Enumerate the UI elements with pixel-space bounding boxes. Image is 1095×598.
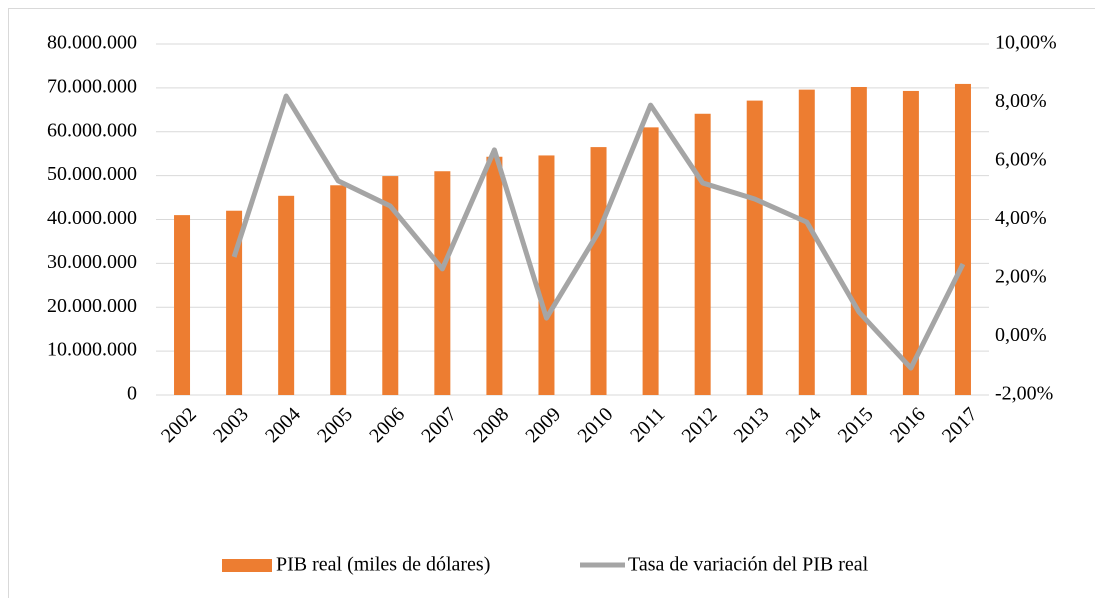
bar: [746, 100, 763, 395]
x-tick-label: 2016: [886, 403, 930, 447]
x-tick-label: 2003: [209, 403, 253, 447]
bar: [382, 176, 399, 395]
x-tick-label: 2017: [938, 403, 982, 447]
legend-label: Tasa de variación del PIB real: [628, 554, 869, 576]
x-tick-label: 2014: [782, 403, 826, 447]
bar: [850, 86, 867, 395]
y2-tick-label: 0,00%: [995, 324, 1047, 346]
bar: [694, 113, 711, 395]
bar: [434, 171, 451, 395]
x-tick-label: 2009: [521, 403, 565, 447]
x-tick-label: 2011: [626, 403, 669, 446]
line: [231, 93, 966, 371]
bar: [278, 195, 295, 395]
chart-border: [8, 8, 1095, 598]
y-tick-label: 60.000.000: [47, 119, 137, 141]
y-tick-label: 30.000.000: [47, 251, 137, 273]
legend-swatch: [222, 559, 272, 572]
y-tick-label: 40.000.000: [47, 207, 137, 229]
y2-tick-label: 10,00%: [995, 32, 1057, 54]
bar: [174, 215, 191, 395]
x-tick-label: 2004: [261, 403, 305, 447]
y-tick-label: 10.000.000: [47, 339, 137, 361]
x-tick-label: 2012: [678, 403, 722, 447]
bar: [330, 185, 347, 395]
y-tick-label: 20.000.000: [47, 295, 137, 317]
y2-tick-label: 6,00%: [995, 149, 1047, 171]
y2-tick-label: 4,00%: [995, 207, 1047, 229]
y-tick-label: 0: [127, 383, 137, 405]
y2-tick-label: -2,00%: [995, 383, 1053, 405]
y-tick-label: 50.000.000: [47, 163, 137, 185]
y-tick-label: 80.000.000: [47, 32, 137, 54]
x-tick-label: 2010: [573, 403, 617, 447]
y2-tick-label: 2,00%: [995, 266, 1047, 288]
y-tick-label: 70.000.000: [47, 75, 137, 97]
y2-tick-label: 8,00%: [995, 90, 1047, 112]
x-tick-label: 2007: [417, 403, 461, 447]
x-tick-label: 2002: [157, 403, 201, 447]
x-tick-label: 2005: [313, 403, 357, 447]
x-tick-label: 2006: [365, 403, 409, 447]
bar: [226, 210, 243, 395]
bar: [538, 155, 555, 395]
legend-label: PIB real (miles de dólares): [276, 554, 490, 576]
bar: [642, 127, 659, 396]
bar: [486, 156, 503, 395]
x-tick-label: 2015: [834, 403, 878, 447]
bar: [954, 83, 971, 396]
x-tick-label: 2013: [730, 403, 774, 447]
bar: [590, 147, 607, 395]
bar: [798, 89, 815, 395]
x-tick-label: 2008: [469, 403, 513, 447]
bar: [902, 90, 919, 395]
